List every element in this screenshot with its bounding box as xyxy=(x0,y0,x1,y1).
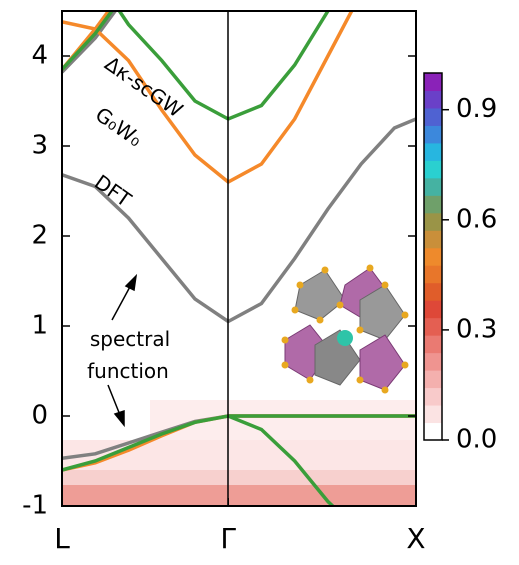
colorbar-step xyxy=(424,422,442,441)
colorbar-step xyxy=(424,300,442,319)
y-tick-label: 3 xyxy=(31,131,48,161)
octahedron xyxy=(359,334,406,391)
band-line xyxy=(62,11,354,185)
spectral-smear xyxy=(150,400,416,440)
octahedron xyxy=(359,284,406,341)
structure-inset xyxy=(281,264,409,394)
band-line xyxy=(227,414,336,506)
colorbar-step xyxy=(424,405,442,424)
colorbar-step xyxy=(424,177,442,196)
colorbar-step xyxy=(424,282,442,301)
colorbar-step xyxy=(424,142,442,161)
colorbar-step xyxy=(424,125,442,144)
colorbar-step xyxy=(424,195,442,214)
colorbar-step xyxy=(424,212,442,231)
colorbar-step xyxy=(424,73,442,91)
x-tick-label: X xyxy=(406,522,425,555)
colorbar-step xyxy=(424,230,442,249)
x-tick-label: L xyxy=(54,522,70,555)
colorbar-step xyxy=(424,387,442,406)
anions xyxy=(281,264,409,394)
colorbar-step xyxy=(424,335,442,354)
cation xyxy=(337,330,353,346)
y-tick-label: -1 xyxy=(22,491,48,521)
colorbar-tick-label: 0.6 xyxy=(456,204,497,234)
colorbar-tick-label: 0.0 xyxy=(456,425,497,455)
annotation: spectral function xyxy=(87,327,170,383)
y-tick-label: 2 xyxy=(31,221,48,251)
y-tick-label: 1 xyxy=(31,311,48,341)
bands xyxy=(62,11,416,506)
y-tick-label: 0 xyxy=(31,401,48,431)
plot-frame xyxy=(61,10,417,507)
method-label: G₀W₀ xyxy=(91,102,147,151)
colorbar-step xyxy=(424,265,442,284)
colorbar-frame xyxy=(423,72,443,441)
annotation-arrows xyxy=(107,273,138,428)
colorbar-tick-label: 0.9 xyxy=(456,94,497,124)
colorbar-step xyxy=(424,107,442,126)
y-tick-label: 4 xyxy=(31,41,48,71)
band-line xyxy=(117,11,330,121)
colorbar-step xyxy=(424,370,442,389)
octahedron xyxy=(294,269,346,321)
band-line xyxy=(62,414,416,472)
band-line xyxy=(62,11,115,71)
spectral-smear xyxy=(62,485,416,506)
colorbar-step xyxy=(424,317,442,336)
colorbar-step xyxy=(424,90,442,109)
colorbar-step xyxy=(424,160,442,179)
colorbar-step xyxy=(424,352,442,371)
x-tick-label: Γ xyxy=(220,522,236,555)
band-line xyxy=(62,117,416,324)
band-line xyxy=(62,11,118,74)
colorbar-tick-label: 0.3 xyxy=(456,314,497,344)
colorbar-step xyxy=(424,247,442,266)
